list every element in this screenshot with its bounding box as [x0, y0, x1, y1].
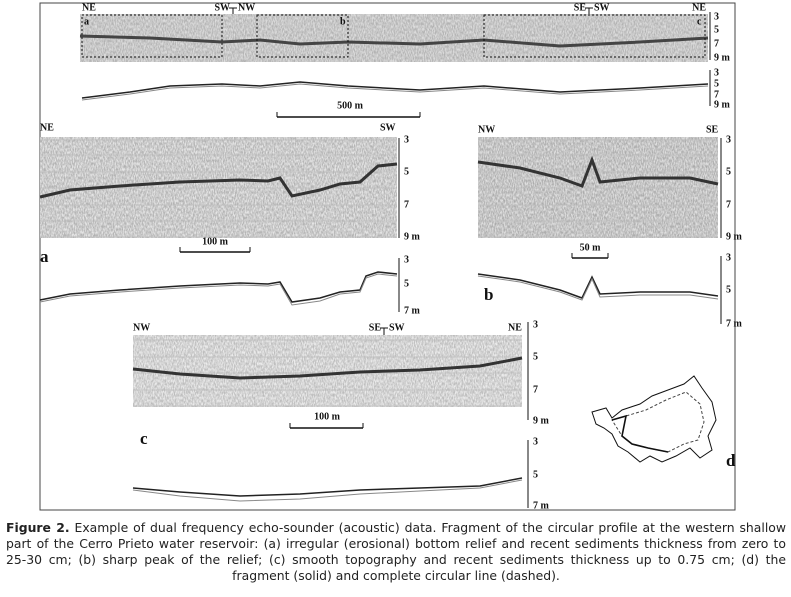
figure: a b c NE SW NW SE SW NE 3 5 7 9 m 3 5 7 … [39, 2, 743, 511]
caption: Figure 2. Example of dual frequency echo… [6, 520, 786, 584]
depth-tick: 5 [404, 166, 409, 177]
depth-tick: 9 m [726, 231, 743, 242]
depth-tick: 5 [533, 469, 538, 480]
direction-label: NW [133, 322, 150, 333]
depth-tick: 5 [714, 78, 719, 89]
direction-label: SE [574, 2, 587, 13]
depth-tick: 9 m [714, 99, 731, 110]
depth-tick: 3 [714, 67, 719, 78]
depth-tick: 3 [404, 134, 409, 145]
bottom-echo [477, 155, 719, 188]
echo-noise [80, 14, 708, 62]
depth-tick: 7 [726, 199, 731, 210]
direction-label: NE [508, 322, 522, 333]
direction-label: SW [214, 2, 230, 13]
direction-label: NE [82, 2, 96, 13]
depth-tick: 3 [726, 134, 731, 145]
panel-letter: c [140, 429, 148, 448]
bottom-echo [132, 356, 523, 380]
panel-letter: d [726, 451, 736, 470]
profile-line [132, 479, 523, 502]
direction-label: NW [478, 124, 495, 135]
depth-tick: 5 [714, 24, 719, 35]
direction-label: NW [238, 2, 255, 13]
echo-noise [478, 137, 718, 238]
box-c [483, 14, 706, 58]
depth-tick: 5 [726, 166, 731, 177]
depth-tick: 9 m [714, 52, 731, 63]
profile-line [477, 273, 719, 299]
depth-tick: 7 [714, 38, 719, 49]
figure-frame [39, 2, 736, 511]
box-a [81, 14, 223, 58]
depth-tick: 7 m [533, 500, 550, 511]
panel-d: d [591, 375, 736, 470]
depth-grid [40, 139, 397, 238]
echo-noise [133, 335, 522, 407]
scale-label: 500 m [337, 100, 364, 111]
direction-label: SE [706, 124, 719, 135]
fragment-line [611, 414, 669, 453]
caption-label: Figure 2. [6, 520, 70, 535]
box-label: a [84, 16, 89, 27]
depth-tick: 7 [714, 89, 719, 100]
panel-letter: b [484, 285, 493, 304]
reservoir-outline [591, 375, 717, 463]
direction-label: NE [40, 122, 54, 133]
depth-tick: 3 [714, 11, 719, 22]
profile-line [81, 81, 709, 99]
depth-tick: 3 [533, 436, 538, 447]
box-label: c [697, 16, 702, 27]
scale-label: 50 m [580, 242, 602, 253]
scale-label: 100 m [202, 236, 229, 247]
panel-b: NW SE 3 5 7 9 m 50 m b 3 5 7 m [477, 124, 743, 329]
profile-line [81, 83, 709, 101]
depth-tick: 3 [404, 254, 409, 265]
profile-line [132, 477, 523, 497]
depth-tick: 5 [404, 278, 409, 289]
box-b [256, 14, 349, 58]
direction-label: SW [389, 322, 405, 333]
panel-c: NW SE SW NE 3 5 7 9 m 100 m c 3 5 7 m [132, 319, 550, 511]
depth-tick: 7 [533, 384, 538, 395]
depth-tick: 5 [533, 351, 538, 362]
depth-tick: 5 [726, 284, 731, 295]
panel-a: NE SW 3 5 7 9 m a 100 m 3 5 7 m [39, 122, 421, 316]
circular-line [611, 391, 705, 453]
depth-tick: 9 m [533, 415, 550, 426]
bottom-echo [39, 162, 398, 199]
profile-line [39, 271, 398, 303]
caption-text: Example of dual frequency echo-sounder (… [6, 520, 786, 583]
panel-letter: a [40, 247, 49, 266]
depth-grid [478, 139, 718, 238]
direction-label: SW [594, 2, 610, 13]
direction-label: SE [369, 322, 382, 333]
direction-label: SW [380, 122, 396, 133]
depth-tick: 7 m [404, 305, 421, 316]
depth-tick: 9 m [404, 231, 421, 242]
direction-label: NE [692, 2, 706, 13]
depth-tick: 3 [726, 252, 731, 263]
profile-line [39, 273, 398, 306]
depth-tick: 7 m [726, 318, 743, 329]
profile-line [477, 275, 719, 301]
depth-tick: 7 [404, 199, 409, 210]
box-label: b [340, 16, 346, 27]
scale-label: 100 m [314, 411, 341, 422]
depth-tick: 3 [533, 319, 538, 330]
overview: a b c NE SW NW SE SW NE 3 5 7 9 m 3 5 7 … [79, 2, 731, 118]
